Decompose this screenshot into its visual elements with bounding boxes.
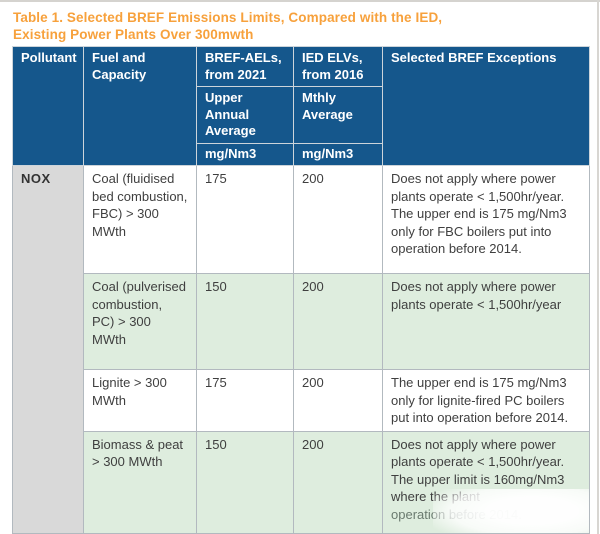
exception-cell: The upper end is 175 mg/Nm3 only for lig… [382,369,590,432]
fuel-cell: Coal (fluidised bed combustion, FBC) > 3… [83,165,197,274]
fuel-cell: Lignite > 300 MWth [83,369,197,432]
ied-value-cell: 200 [293,430,383,534]
table-row-coal-pc: Coal (pulverised combustion, PC) > 300 M… [13,273,590,370]
exception-cell: Does not apply where power plants operat… [382,273,590,370]
exception-cell: Does not apply where power plants operat… [382,165,590,274]
exception-cell: Does not apply where power plants operat… [382,430,590,534]
bref-value-cell: 175 [196,369,294,432]
table-row-biomass-peat: Biomass & peat > 300 MWth 150 200 Does n… [13,430,590,534]
ied-value-cell: 200 [293,369,383,432]
header-bref-subtitle: Upper Annual Average [196,86,294,144]
bref-value-cell: 150 [196,273,294,370]
top-border-line [0,0,600,2]
exception-text-continued: operation before 2014. [391,506,522,522]
header-ied-subtitle: Mthly Average [293,86,383,144]
fuel-cell: Coal (pulverised combustion, PC) > 300 M… [83,273,197,370]
fuel-cell: Biomass & peat > 300 MWth [83,430,197,534]
table-caption-line2: Existing Power Plants Over 300mwth [13,27,254,42]
header-ied-unit: mg/Nm3 [293,142,383,166]
table-body: NOX Coal (fluidised bed combustion, FBC)… [12,165,590,534]
bref-value-cell: 150 [196,430,294,534]
pollutant-cell-nox: NOX [12,165,84,534]
header-bref-aels: BREF-AELs, from 2021 [196,46,294,87]
header-ied-elvs: IED ELVs, from 2016 [293,46,383,87]
right-border-line [597,0,599,534]
bref-value-cell: 175 [196,165,294,274]
table-header: Pollutant Fuel and Capacity BREF-AELs, f… [12,46,590,166]
header-bref-unit: mg/Nm3 [196,142,294,166]
table-caption: Table 1. Selected BREF Emissions Limits,… [13,9,442,43]
table-row-lignite: Lignite > 300 MWth 175 200 The upper end… [13,369,590,432]
ied-value-cell: 200 [293,273,383,370]
header-fuel-capacity: Fuel and Capacity [83,46,197,166]
table-row-coal-fbc: NOX Coal (fluidised bed combustion, FBC)… [12,165,590,534]
emissions-limits-table: Pollutant Fuel and Capacity BREF-AELs, f… [12,46,590,534]
ied-value-cell: 200 [293,165,383,274]
header-bref-exceptions: Selected BREF Exceptions [382,46,590,166]
header-pollutant: Pollutant [12,46,84,166]
table-caption-line1: Table 1. Selected BREF Emissions Limits,… [13,10,443,25]
exception-text: Does not apply where power plants operat… [391,436,565,505]
